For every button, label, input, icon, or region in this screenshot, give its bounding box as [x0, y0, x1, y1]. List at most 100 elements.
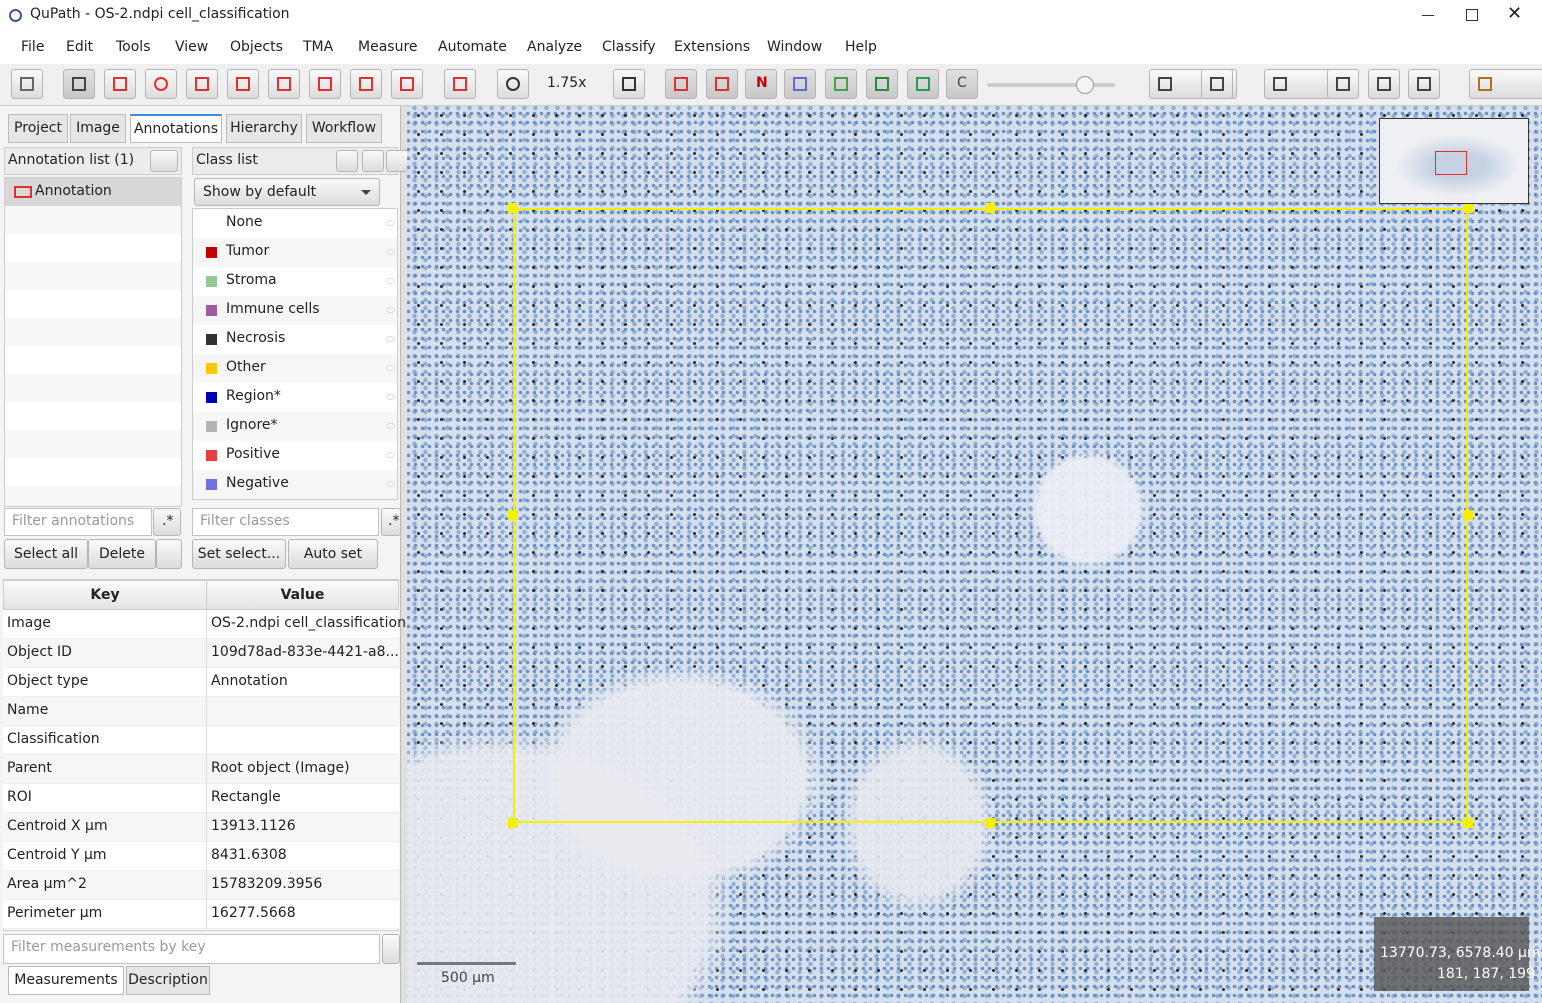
tab[interactable]: Image: [70, 114, 126, 143]
measurement-value: 8431.6308: [211, 847, 287, 863]
annotation-handle[interactable]: [508, 203, 518, 213]
toolbar-button[interactable]: [1469, 69, 1542, 99]
toolbar-button[interactable]: [665, 69, 697, 99]
visibility-icon[interactable]: [386, 336, 395, 342]
visibility-icon[interactable]: [386, 249, 395, 255]
class-name[interactable]: Ignore*: [226, 417, 278, 433]
menu-item[interactable]: Extensions: [674, 39, 751, 55]
toolbar-button[interactable]: [350, 69, 382, 99]
class-name[interactable]: Immune cells: [226, 301, 320, 317]
toolbar-button[interactable]: [63, 69, 95, 99]
regex-button[interactable]: .*: [381, 508, 401, 536]
annotation-handle[interactable]: [508, 818, 518, 828]
menu-item[interactable]: TMA: [303, 39, 334, 55]
toolbar-button[interactable]: [391, 69, 423, 99]
menu-item[interactable]: Window: [767, 39, 823, 55]
regex-button[interactable]: [382, 934, 400, 964]
visibility-icon[interactable]: [386, 220, 395, 226]
measurement-filter[interactable]: Filter measurements by key: [3, 934, 380, 964]
class-name[interactable]: Negative: [226, 475, 289, 491]
toolbar-button[interactable]: [227, 69, 259, 99]
toolbar-button[interactable]: [1408, 69, 1440, 99]
edit-button[interactable]: [150, 150, 178, 172]
more-button[interactable]: [156, 539, 182, 569]
annotation-handle[interactable]: [1463, 510, 1473, 520]
toolbar-button[interactable]: [1368, 69, 1400, 99]
visibility-icon[interactable]: [386, 365, 395, 371]
tab[interactable]: Hierarchy: [226, 114, 302, 143]
annotation-filter[interactable]: Filter annotations: [4, 508, 152, 536]
toolbar-button[interactable]: [11, 69, 43, 99]
toolbar-button[interactable]: [1327, 69, 1359, 99]
menu-item[interactable]: Measure: [358, 39, 418, 55]
bottom-tab[interactable]: Description: [126, 966, 210, 995]
toolbar-button[interactable]: [497, 69, 529, 99]
class-name[interactable]: Tumor: [226, 243, 270, 259]
visibility-icon[interactable]: [386, 278, 395, 284]
toolbar-button[interactable]: [613, 69, 645, 99]
action-button[interactable]: Auto set: [288, 539, 378, 569]
tab[interactable]: Project: [8, 114, 68, 143]
class-tool-button[interactable]: [362, 150, 384, 172]
toolbar-button[interactable]: [104, 69, 136, 99]
menu-item[interactable]: Classify: [602, 39, 656, 55]
annotation-handle[interactable]: [985, 818, 995, 828]
visibility-icon[interactable]: [386, 452, 395, 458]
toolbar-button[interactable]: [825, 69, 857, 99]
visibility-dropdown[interactable]: Show by default: [194, 178, 380, 206]
menu-item[interactable]: View: [175, 39, 209, 55]
class-name[interactable]: Positive: [226, 446, 280, 462]
regex-button[interactable]: .*: [153, 508, 181, 536]
class-filter[interactable]: Filter classes: [192, 508, 379, 536]
toolbar-button[interactable]: [706, 69, 738, 99]
tab[interactable]: Annotations: [130, 114, 222, 143]
toolbar-button[interactable]: [186, 69, 218, 99]
class-name[interactable]: Region*: [226, 388, 281, 404]
menu-item[interactable]: Analyze: [527, 39, 583, 55]
splitter[interactable]: [400, 106, 407, 1003]
annotation-handle[interactable]: [1463, 818, 1473, 828]
minimize[interactable]: [1422, 15, 1434, 16]
toolbar-button[interactable]: [907, 69, 939, 99]
class-name[interactable]: None: [226, 214, 263, 230]
menu-item[interactable]: File: [21, 39, 45, 55]
annotation-list-title: Annotation list (1): [8, 152, 135, 168]
tab[interactable]: Workflow: [306, 114, 382, 143]
toolbar-button[interactable]: [946, 69, 978, 99]
toolbar-button[interactable]: [1201, 69, 1233, 99]
toolbar-button[interactable]: [444, 69, 476, 99]
action-button[interactable]: Delete: [88, 539, 156, 569]
maximize[interactable]: [1466, 9, 1478, 21]
menu-item[interactable]: Edit: [66, 39, 94, 55]
toolbar-button[interactable]: [309, 69, 341, 99]
annotation-handle[interactable]: [1463, 203, 1473, 213]
visibility-icon[interactable]: [386, 423, 395, 429]
annotation-handle[interactable]: [985, 203, 995, 213]
toolbar-button[interactable]: [745, 69, 777, 99]
toolbar-button[interactable]: [784, 69, 816, 99]
visibility-icon[interactable]: [386, 481, 395, 487]
class-name[interactable]: Stroma: [226, 272, 277, 288]
class-name[interactable]: Other: [226, 359, 266, 375]
menu-item[interactable]: Objects: [230, 39, 283, 55]
menu-item[interactable]: Help: [845, 39, 877, 55]
menu-item[interactable]: Automate: [438, 39, 507, 55]
action-button[interactable]: Set select...: [192, 539, 286, 569]
menu-item[interactable]: Tools: [116, 39, 151, 55]
toolbar-button[interactable]: [268, 69, 300, 99]
image-viewer[interactable]: [407, 106, 1542, 1003]
slider-thumb[interactable]: [1076, 76, 1094, 94]
bottom-tab[interactable]: Measurements: [8, 966, 124, 995]
selected-annotation[interactable]: [513, 208, 1468, 823]
visibility-icon[interactable]: [386, 307, 395, 313]
opacity-slider[interactable]: [987, 83, 1115, 87]
annotation-row[interactable]: [5, 178, 181, 206]
annotation-handle[interactable]: [508, 510, 518, 520]
class-name[interactable]: Necrosis: [226, 330, 286, 346]
action-button[interactable]: Select all: [4, 539, 88, 569]
close[interactable]: ✕: [1507, 3, 1523, 24]
visibility-icon[interactable]: [386, 394, 395, 400]
toolbar-button[interactable]: [866, 69, 898, 99]
class-tool-button[interactable]: [336, 150, 358, 172]
class-tool-button[interactable]: [386, 150, 408, 172]
